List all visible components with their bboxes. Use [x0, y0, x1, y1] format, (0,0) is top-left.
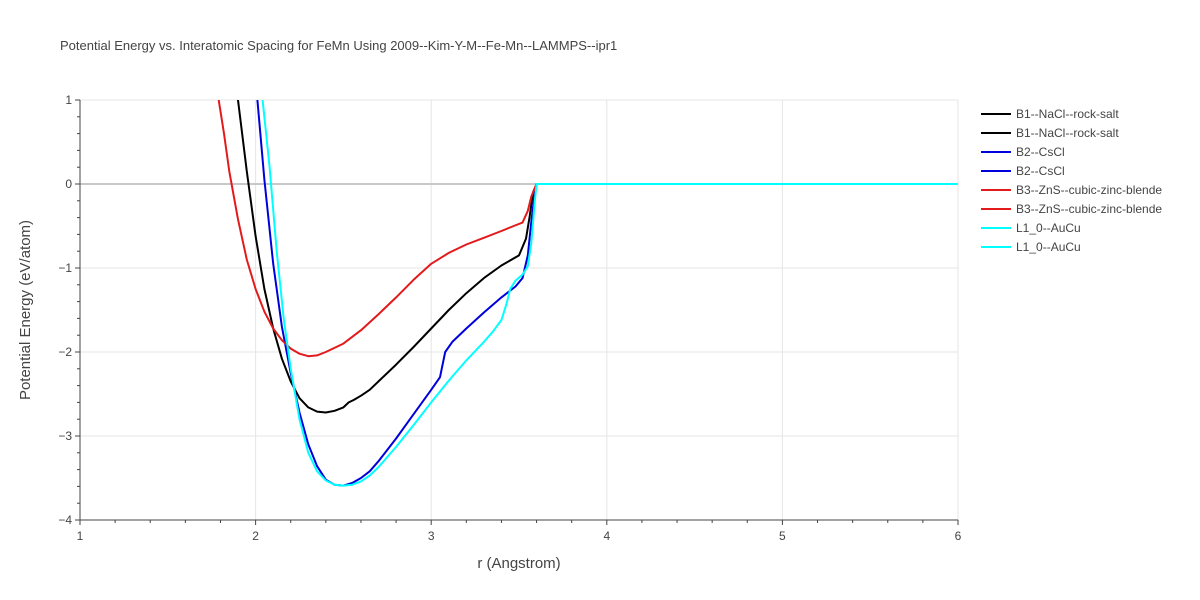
series-line-2 — [256, 100, 958, 487]
y-tick-label: −2 — [58, 345, 72, 359]
plot-background — [80, 100, 958, 520]
y-axis-label: Potential Energy (eV/atom) — [17, 220, 34, 400]
x-tick-label: 2 — [252, 529, 259, 543]
legend-item[interactable]: B3--ZnS--cubic-zinc-blende — [981, 183, 1162, 197]
series-line-6 — [261, 100, 958, 487]
legend-label: B3--ZnS--cubic-zinc-blende — [1016, 202, 1162, 216]
series-lines — [217, 100, 958, 487]
series-line-0 — [237, 100, 958, 414]
y-axis-ticks: −4 −3 −2 −1 0 1 — [58, 93, 80, 527]
series-line-4 — [217, 100, 958, 358]
legend-item[interactable]: B2--CsCl — [981, 164, 1065, 178]
chart-title: Potential Energy vs. Interatomic Spacing… — [60, 38, 617, 53]
y-tick-label: −1 — [58, 261, 72, 275]
legend-label: L1_0--AuCu — [1016, 240, 1081, 254]
legend-item[interactable]: B1--NaCl--rock-salt — [981, 126, 1119, 140]
x-gridlines — [255, 100, 959, 520]
legend-label: L1_0--AuCu — [1016, 221, 1081, 235]
x-tick-label: 3 — [428, 529, 435, 543]
y-gridlines — [80, 99, 958, 437]
x-tick-label: 6 — [955, 529, 962, 543]
y-tick-label: 1 — [65, 93, 72, 107]
legend-item[interactable]: B1--NaCl--rock-salt — [981, 107, 1119, 121]
x-axis-label: r (Angstrom) — [477, 555, 560, 572]
legend-label: B1--NaCl--rock-salt — [1016, 126, 1119, 140]
y-tick-label: −3 — [58, 429, 72, 443]
legend-item[interactable]: L1_0--AuCu — [981, 221, 1081, 235]
legend: B1--NaCl--rock-salt B1--NaCl--rock-salt B2… — [981, 107, 1162, 254]
legend-label: B3--ZnS--cubic-zinc-blende — [1016, 183, 1162, 197]
y-tick-label: 0 — [65, 177, 72, 191]
legend-item[interactable]: B3--ZnS--cubic-zinc-blende — [981, 202, 1162, 216]
legend-label: B1--NaCl--rock-salt — [1016, 107, 1119, 121]
legend-item[interactable]: B2--CsCl — [981, 145, 1065, 159]
x-tick-label: 4 — [603, 529, 610, 543]
x-tick-label: 5 — [779, 529, 786, 543]
legend-label: B2--CsCl — [1016, 164, 1065, 178]
x-tick-label: 1 — [77, 529, 84, 543]
legend-label: B2--CsCl — [1016, 145, 1065, 159]
legend-item[interactable]: L1_0--AuCu — [981, 240, 1081, 254]
y-tick-label: −4 — [58, 513, 72, 527]
x-axis-ticks: 1 2 3 4 5 6 — [77, 520, 962, 543]
